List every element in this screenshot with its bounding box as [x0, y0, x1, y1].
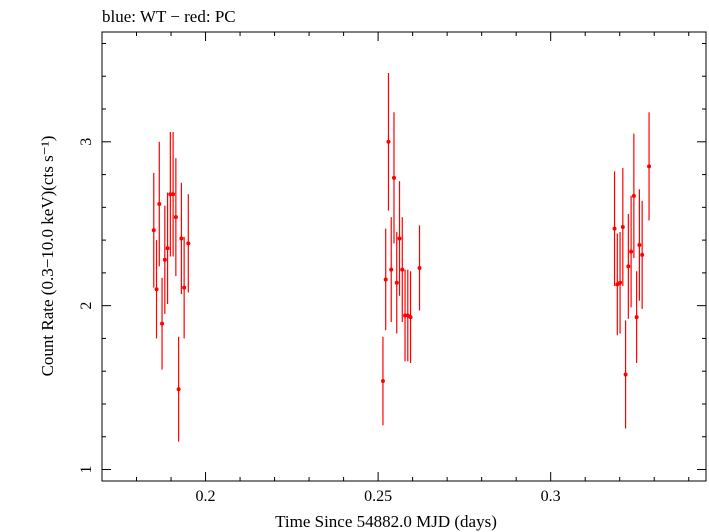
point-marker [186, 241, 191, 246]
data-point [620, 168, 625, 286]
data-point [186, 194, 191, 293]
data-point [626, 213, 631, 319]
y-tick-label: 1 [78, 466, 95, 474]
point-marker [626, 264, 631, 269]
data-point [394, 231, 399, 334]
data-point [631, 133, 636, 259]
y-tick-label: 3 [78, 138, 95, 146]
axis-ticks: 0.2 0.25 0.3 1 2 3 [78, 32, 706, 505]
x-tick-label: 0.2 [196, 488, 216, 505]
point-marker [151, 228, 156, 233]
data-point [386, 72, 391, 211]
point-marker [620, 225, 625, 230]
x-axis-label: Time Since 54882.0 MJD (days) [275, 512, 497, 531]
data-point [171, 131, 176, 257]
data-point [151, 172, 156, 288]
point-marker [160, 321, 165, 326]
point-marker [176, 387, 181, 392]
data-point [154, 240, 159, 339]
data-point [182, 236, 187, 339]
x-tick-label: 0.25 [364, 488, 392, 505]
data-point [391, 112, 396, 244]
data-point [162, 205, 167, 314]
data-point [179, 182, 184, 295]
point-marker [383, 277, 388, 282]
point-marker [623, 372, 628, 377]
point-marker [179, 236, 184, 241]
point-marker [400, 267, 405, 272]
data-point [637, 189, 642, 301]
data-point [612, 171, 617, 286]
data-point [397, 181, 402, 296]
point-marker [386, 139, 391, 144]
data-point [629, 195, 634, 308]
data-point [408, 271, 413, 364]
data-point [403, 269, 408, 362]
y-tick-label: 2 [78, 302, 95, 310]
point-marker [389, 267, 394, 272]
point-marker [182, 285, 187, 290]
data-point [383, 228, 388, 331]
point-marker [397, 236, 402, 241]
data-point [157, 141, 162, 267]
data-point [160, 277, 165, 370]
point-marker [631, 193, 636, 198]
point-marker [157, 202, 162, 207]
point-marker [417, 265, 422, 270]
data-point [615, 233, 620, 336]
data-point [176, 336, 181, 442]
data-point [623, 320, 628, 429]
data-point [618, 231, 623, 334]
data-point [165, 192, 170, 305]
data-point [647, 112, 652, 221]
point-marker [403, 313, 408, 318]
x-tick-label: 0.3 [541, 488, 561, 505]
point-marker [165, 246, 170, 251]
point-marker [380, 379, 385, 384]
data-point [634, 271, 639, 364]
data-point [405, 269, 410, 362]
point-marker [640, 252, 645, 257]
data-point [389, 217, 394, 323]
data-point [173, 158, 178, 277]
point-marker [162, 257, 167, 262]
data-point [417, 225, 422, 311]
data-points [151, 72, 652, 442]
data-point [168, 131, 173, 257]
point-marker [391, 175, 396, 180]
data-point [400, 217, 405, 323]
data-point [380, 336, 385, 426]
point-marker [171, 192, 176, 197]
point-marker [612, 226, 617, 231]
plot-frame [101, 31, 707, 482]
point-marker [394, 280, 399, 285]
point-marker [634, 315, 639, 320]
chart-title: blue: WT − red: PC [102, 7, 236, 26]
point-marker [637, 243, 642, 248]
point-marker [168, 192, 173, 197]
point-marker [408, 315, 413, 320]
point-marker [629, 249, 634, 254]
data-point [640, 200, 645, 309]
point-marker [647, 164, 652, 169]
point-marker [173, 215, 178, 220]
y-axis-label: Count Rate (0.3−10.0 keV)(cts s⁻¹) [38, 136, 57, 377]
point-marker [618, 280, 623, 285]
point-marker [154, 287, 159, 292]
